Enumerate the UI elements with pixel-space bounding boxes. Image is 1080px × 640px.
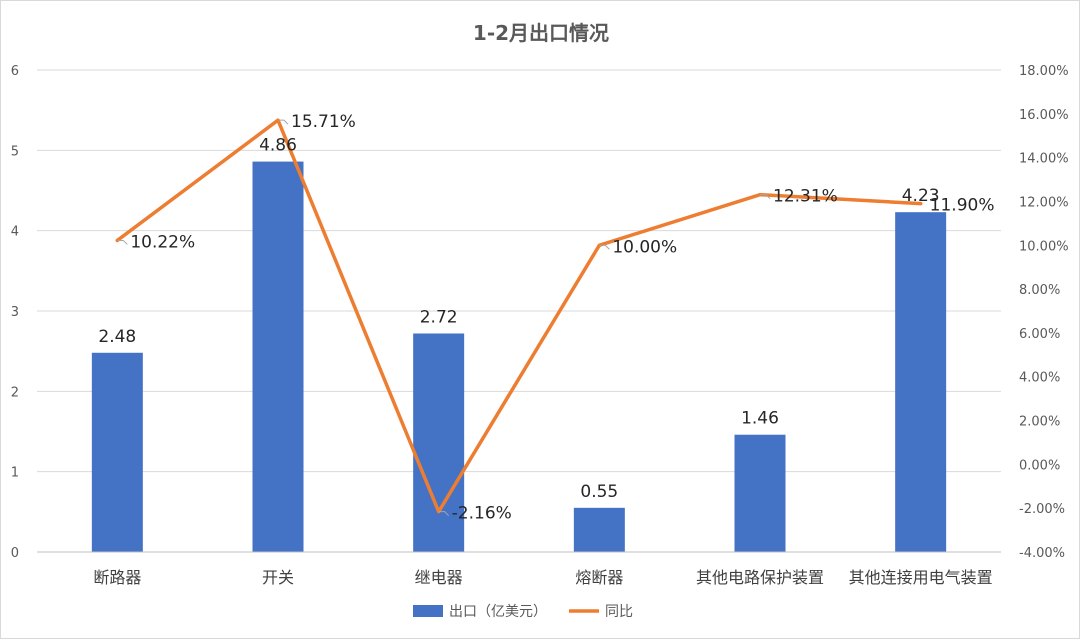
yoy-line [115,118,923,514]
right-axis-tick-label: -4.00% [1019,546,1065,561]
right-axis-tick-label: 10.00% [1019,239,1069,254]
category-label: 开关 [262,568,294,587]
chart-title: 1-2月出口情况 [473,21,609,45]
bar-value-label: 4.86 [259,136,297,156]
category-label: 其他连接用电气装置 [849,568,993,587]
left-axis-tick-label: 5 [11,144,19,159]
label-leader-line [117,239,128,245]
right-axis-tick-label: 2.00% [1019,415,1060,430]
category-label: 其他电路保护装置 [696,568,824,587]
bar [252,161,304,552]
category-label: 断路器 [93,568,141,587]
line-value-label: 10.00% [612,237,677,257]
label-leader-line [599,244,610,250]
legend-swatch-bar [413,605,443,617]
right-axis-tick-label: 12.00% [1019,195,1069,210]
left-axis-tick-label: 6 [11,64,19,79]
bar [734,434,786,552]
right-axis-tick-label: 4.00% [1019,371,1060,386]
left-axis-tick-label: 2 [11,385,19,400]
bar [91,352,143,552]
bar-value-label: 2.48 [98,327,136,347]
legend: 出口（亿美元） 同比 [413,604,633,620]
left-axis-tick-label: 1 [11,466,19,481]
bar-value-label: 1.46 [741,409,779,429]
bar [895,212,947,552]
line-value-label: 15.71% [291,112,356,132]
right-axis-tick-label: 0.00% [1019,458,1060,473]
right-axis-tick-label: 18.00% [1019,64,1069,79]
category-label: 继电器 [415,568,463,587]
bar-value-label: 4.23 [902,186,940,206]
line-value-label: 12.31% [773,187,838,207]
data-labels: 2.48 4.86 2.72 0.55 1.46 4.23 10.22% 15.71% -2.1… [98,112,994,524]
bar-series-export [91,161,947,552]
gridlines [37,69,1001,473]
category-label: 熔断器 [575,568,623,587]
label-leader-line [760,194,771,200]
line-value-label: 11.90% [930,196,995,216]
axes: 0 1 2 3 4 5 6 -4.00% -2.00% 0.00% 2.00% 4.00% 6.00% 8… [11,64,1069,587]
label-leader-line [278,119,289,125]
line-value-label: -2.16% [452,504,512,524]
bar-value-label: 2.72 [420,307,458,327]
bar [413,333,465,552]
legend-label-line: 同比 [605,604,633,620]
left-axis-tick-label: 0 [11,546,19,561]
bar-value-label: 0.55 [580,482,618,502]
right-axis-tick-label: 14.00% [1019,152,1069,167]
label-leader-line [438,511,450,517]
right-axis-tick-label: 16.00% [1019,108,1069,123]
left-axis-tick-label: 3 [11,305,19,320]
bar [573,507,625,552]
left-axis-tick-label: 4 [11,225,19,240]
line-series-yoy [115,118,923,514]
line-point [919,202,923,206]
right-axis-tick-label: 6.00% [1019,327,1060,342]
line-value-label: 10.22% [130,232,195,252]
legend-label-bar: 出口（亿美元） [449,604,547,620]
right-axis-tick-label: -2.00% [1019,502,1065,517]
right-axis-tick-label: 8.00% [1019,283,1060,298]
